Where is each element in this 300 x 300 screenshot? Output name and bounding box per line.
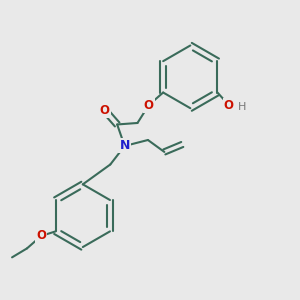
Text: O: O [36,230,46,242]
Text: O: O [100,103,110,117]
Text: O: O [224,99,234,112]
Text: N: N [119,140,130,152]
Text: O: O [144,99,154,112]
Text: H: H [238,102,246,112]
